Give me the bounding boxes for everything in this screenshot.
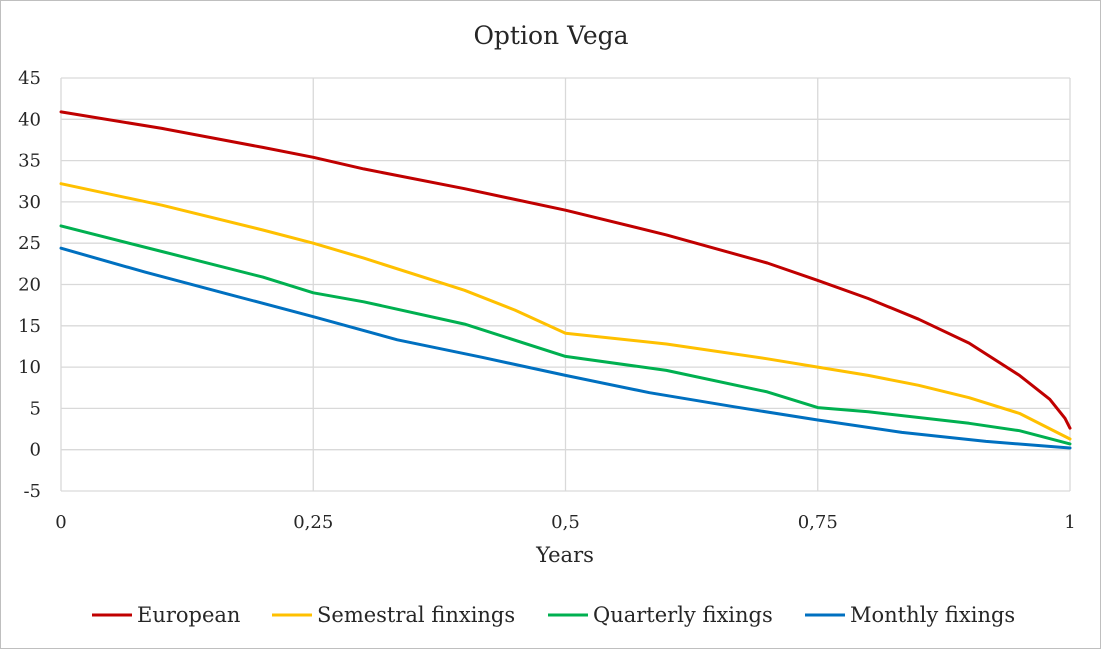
- gridlines: [60, 77, 1071, 492]
- y-tick-label: 40: [18, 109, 41, 130]
- x-tick-label: 0,75: [798, 512, 838, 533]
- y-tick-label: -5: [23, 481, 41, 502]
- x-tick-label: 0,25: [293, 512, 333, 533]
- x-tick-label: 0: [55, 512, 66, 533]
- y-tick-label: 5: [30, 398, 41, 419]
- y-tick-label: 35: [18, 151, 41, 172]
- chart-title: Option Vega: [473, 21, 628, 50]
- legend-label: Monthly fixings: [850, 603, 1015, 627]
- legend-label: Semestral finxings: [317, 603, 515, 627]
- x-tick-label: 0,5: [551, 512, 580, 533]
- x-axis-tick-labels: 0 0,25 0,5 0,75 1: [55, 512, 1075, 533]
- series-line-european: [59, 110, 1072, 430]
- x-axis-title: Years: [535, 543, 594, 567]
- y-axis-tick-labels: -5 0 5 10 15 20 25 30 35 40 45: [18, 68, 41, 502]
- y-tick-label: 10: [18, 357, 41, 378]
- plot-series: [59, 110, 1072, 450]
- legend-label: European: [137, 603, 240, 627]
- y-tick-label: 20: [18, 275, 41, 296]
- y-tick-label: 0: [30, 440, 41, 461]
- x-tick-label: 1: [1064, 512, 1075, 533]
- y-tick-label: 15: [18, 316, 41, 337]
- y-tick-label: 45: [18, 68, 41, 89]
- series-line-semestral-finxings: [59, 182, 1072, 441]
- series-line-quarterly-fixings: [59, 224, 1072, 446]
- y-tick-label: 30: [18, 192, 41, 213]
- legend: European Semestral finxings Quarterly fixi…: [92, 603, 1015, 627]
- series-line-monthly-fixings: [59, 246, 1072, 450]
- y-tick-label: 25: [18, 233, 41, 254]
- legend-label: Quarterly fixings: [593, 603, 773, 627]
